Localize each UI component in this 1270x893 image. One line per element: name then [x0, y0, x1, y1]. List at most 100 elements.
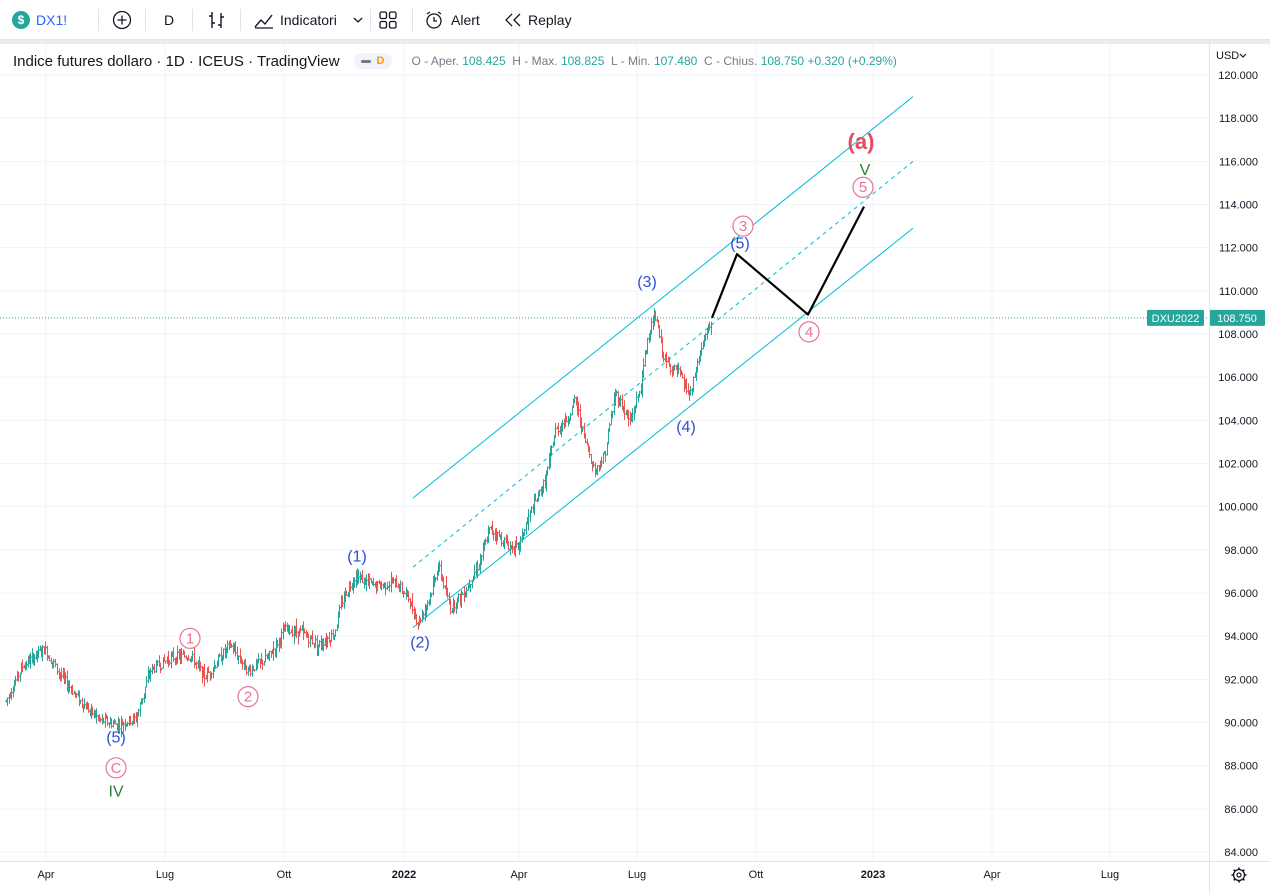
chart-axes: 84.000 86.000 88.000 90.000 92.000 94.000 96.0… — [0, 44, 1270, 893]
indicators-label: Indicatori — [280, 12, 337, 28]
compare-button[interactable] — [112, 8, 132, 32]
wave-label-circle — [852, 176, 874, 198]
last-price-tag — [1210, 309, 1265, 326]
price-tick-label: 106.000 — [1218, 372, 1258, 384]
grid-layout-icon — [379, 11, 397, 29]
layout-button[interactable] — [378, 8, 398, 32]
time-tick-label: Ott — [749, 869, 764, 881]
gear-tooth — [1242, 869, 1245, 872]
wave-label-text: 5 — [859, 179, 867, 196]
toolbar-divider — [192, 9, 193, 31]
close-label: C - Chius. — [704, 54, 758, 68]
price-tick-label: 86.000 — [1224, 804, 1258, 816]
toolbar-divider — [145, 9, 146, 31]
price-tick-label: 100.000 — [1218, 502, 1258, 514]
ohlc-bar — [557, 422, 560, 437]
wave-label: (1) — [347, 548, 367, 565]
plus-circle-icon — [112, 10, 132, 30]
alert-label: Alert — [451, 12, 480, 28]
channel-line-upper — [412, 96, 914, 499]
gear-hub — [1236, 872, 1242, 878]
rewind-icon — [505, 13, 521, 27]
price-tick-label: 96.000 — [1224, 588, 1258, 600]
bars-chart-icon — [209, 12, 224, 28]
symbol-tag-label: DXU2022 — [1152, 313, 1200, 325]
ohlc-bar — [193, 647, 196, 669]
toolbar-shadow — [0, 40, 1270, 44]
open-label: O - Aper. — [411, 54, 459, 68]
wave-label: 4 — [798, 321, 820, 343]
symbol-search-button[interactable]: $ DX1! — [12, 8, 67, 32]
wave-label-text: (5) — [730, 235, 750, 252]
wave-label: (3) — [637, 274, 657, 291]
chart-legend: Indice futures dollaro · 1D · ICEUS · Tr… — [13, 52, 897, 70]
top-toolbar: $ DX1! D Indicatori Alert Replay — [0, 0, 1270, 40]
currency-selector[interactable]: USD — [1216, 50, 1239, 62]
toolbar-divider — [98, 9, 99, 31]
wave-label-text: C — [111, 760, 122, 777]
wave-label: (5) — [106, 730, 126, 747]
wave-label-text: 4 — [805, 324, 813, 341]
time-tick-label: Apr — [510, 869, 527, 881]
ohlc-values: O - Aper. 108.425 H - Max. 108.825 L - M… — [412, 54, 897, 68]
wave-label-text: (a) — [848, 129, 875, 154]
wave-label: 2 — [237, 685, 259, 708]
wave-label-circle — [798, 321, 820, 343]
toolbar-divider — [370, 9, 371, 31]
wave-label-text: IV — [108, 784, 123, 801]
wave-label: (2) — [410, 635, 430, 652]
indicators-icon — [254, 14, 273, 29]
replay-label: Replay — [528, 12, 572, 28]
ohlc-bar — [195, 661, 198, 670]
price-tick-label: 98.000 — [1224, 545, 1258, 557]
price-tick-label: 114.000 — [1219, 200, 1258, 212]
time-tick-label: Ott — [277, 869, 292, 881]
symbol-label: DX1! — [36, 12, 68, 28]
price-tick-label: 104.000 — [1218, 415, 1258, 427]
time-tick-label: Lug — [1101, 869, 1119, 881]
data-status-badge: D — [376, 55, 385, 67]
price-tick-label: 102.000 — [1218, 459, 1258, 471]
wave-label-circle — [105, 757, 127, 779]
change-percent: (+0.29%) — [847, 54, 897, 68]
channel-line-middle — [412, 160, 914, 568]
wave-label: C — [105, 757, 127, 779]
ohlc-bar — [569, 412, 572, 421]
wave-label: V — [860, 162, 871, 179]
price-tick-label: 120.000 — [1218, 70, 1258, 82]
high-label: H - Max. — [512, 54, 558, 68]
wave-label: (a) — [848, 129, 875, 154]
time-tick-label: Apr — [983, 869, 1000, 881]
dollar-icon: $ — [12, 11, 30, 29]
settings-gear-icon[interactable] — [1231, 867, 1247, 883]
gear-ring — [1232, 868, 1246, 882]
alert-button[interactable]: Alert — [424, 8, 480, 32]
low-value: 107.480 — [653, 54, 698, 68]
wave-label-circle — [732, 215, 754, 237]
legend-options-pill[interactable]: D — [353, 53, 392, 69]
wave-label: 3 — [732, 215, 754, 237]
chart-type-button[interactable] — [206, 8, 228, 32]
chart-grid — [0, 44, 1209, 861]
alarm-clock-icon — [426, 11, 442, 29]
ohlc-bar — [554, 422, 557, 439]
replay-button[interactable]: Replay — [503, 8, 572, 32]
interval-button[interactable]: D — [164, 8, 174, 32]
ohlc-bar — [361, 570, 364, 584]
price-tick-label: 92.000 — [1224, 674, 1258, 686]
indicators-dropdown[interactable] — [352, 8, 364, 32]
ohlc-bar — [54, 659, 57, 668]
wave-label-text: (2) — [410, 635, 430, 652]
close-value: 108.750 — [760, 54, 805, 68]
price-tick-label: 94.000 — [1224, 631, 1258, 643]
ohlc-bar — [386, 581, 389, 591]
indicators-button[interactable]: Indicatori — [253, 8, 337, 32]
chevron-down-icon — [1239, 53, 1247, 58]
price-tick-label: 118.000 — [1219, 113, 1258, 125]
wave-label: IV — [108, 784, 123, 801]
wave-label: (4) — [676, 419, 696, 436]
price-bars — [5, 308, 713, 738]
change-value: +0.320 — [807, 54, 845, 68]
